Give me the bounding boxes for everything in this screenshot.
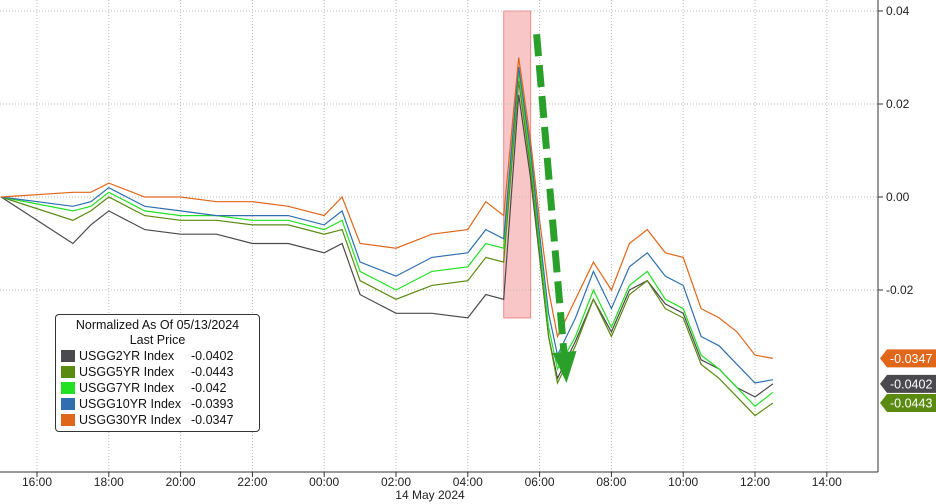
legend-last-value: -0.0393 bbox=[191, 397, 234, 411]
legend-series-name: USGG10YR Index bbox=[79, 397, 182, 411]
highlight-box bbox=[503, 10, 532, 319]
series-line-usgg10yr bbox=[1, 66, 774, 384]
legend-last-value: -0.042 bbox=[191, 381, 227, 395]
last-price-tag bbox=[880, 349, 936, 368]
trend-arrow-head bbox=[552, 351, 577, 383]
legend-series-name: USGG30YR Index bbox=[79, 413, 182, 427]
legend-item: USGG30YR Index -0.0347 bbox=[61, 412, 254, 428]
legend-last-value: -0.0347 bbox=[191, 413, 234, 427]
x-tick-label: 16:00 bbox=[22, 475, 52, 489]
legend-swatch bbox=[61, 350, 75, 362]
legend-item: USGG10YR Index -0.0393 bbox=[61, 396, 254, 412]
legend-series-name: USGG2YR Index bbox=[79, 349, 175, 363]
x-tick-label: 06:00 bbox=[525, 475, 555, 489]
x-tick-label: 18:00 bbox=[94, 475, 124, 489]
last-price-tag bbox=[880, 393, 936, 412]
y-tick-label: 0.02 bbox=[886, 97, 910, 111]
legend-last-value: -0.0443 bbox=[191, 365, 234, 379]
trend-arrow-shaft bbox=[533, 33, 568, 356]
legend-swatch bbox=[61, 366, 75, 378]
x-tick-label: 10:00 bbox=[668, 475, 698, 489]
series-line-usgg30yr bbox=[1, 57, 774, 359]
x-tick-label: 00:00 bbox=[309, 475, 339, 489]
x-tick-label: 20:00 bbox=[166, 475, 196, 489]
last-price-tag-label: -0.0347 bbox=[890, 352, 932, 366]
x-tick-label: 08:00 bbox=[596, 475, 626, 489]
last-price-tag-label: -0.0443 bbox=[890, 396, 932, 410]
y-tick-label: 0.04 bbox=[886, 4, 910, 18]
y-tick-label: 0.00 bbox=[886, 190, 910, 204]
y-tick-label: -0.02 bbox=[886, 283, 914, 297]
x-tick-label: 14:00 bbox=[812, 475, 842, 489]
x-tick-label: 02:00 bbox=[381, 475, 411, 489]
x-tick-label: 12:00 bbox=[740, 475, 770, 489]
x-tick-label: 04:00 bbox=[453, 475, 483, 489]
x-axis-label: 14 May 2024 bbox=[395, 488, 465, 502]
series-line-usgg5yr bbox=[0, 80, 774, 417]
legend-item: USGG7YR Index -0.042 bbox=[61, 380, 254, 396]
legend-swatch bbox=[61, 398, 75, 410]
legend-last-value: -0.0402 bbox=[191, 349, 234, 363]
legend-subtitle: Last Price bbox=[129, 333, 186, 347]
legend-swatch bbox=[61, 414, 75, 426]
series-line-usgg2yr bbox=[0, 94, 774, 398]
legend: Normalized As Of 05/13/2024 Last Price U… bbox=[55, 314, 260, 432]
legend-series-name: USGG7YR Index bbox=[79, 381, 175, 395]
legend-item: USGG2YR Index -0.0402 bbox=[61, 348, 254, 364]
legend-swatch bbox=[61, 382, 75, 394]
last-price-tag-label: -0.0402 bbox=[890, 377, 932, 391]
series-line-usgg7yr bbox=[0, 71, 774, 408]
legend-series-name: USGG5YR Index bbox=[79, 365, 175, 379]
legend-title: Normalized As Of 05/13/2024 bbox=[75, 318, 240, 332]
legend-item: USGG5YR Index -0.0443 bbox=[61, 364, 254, 380]
last-price-tag bbox=[880, 374, 936, 393]
x-tick-label: 22:00 bbox=[237, 475, 267, 489]
